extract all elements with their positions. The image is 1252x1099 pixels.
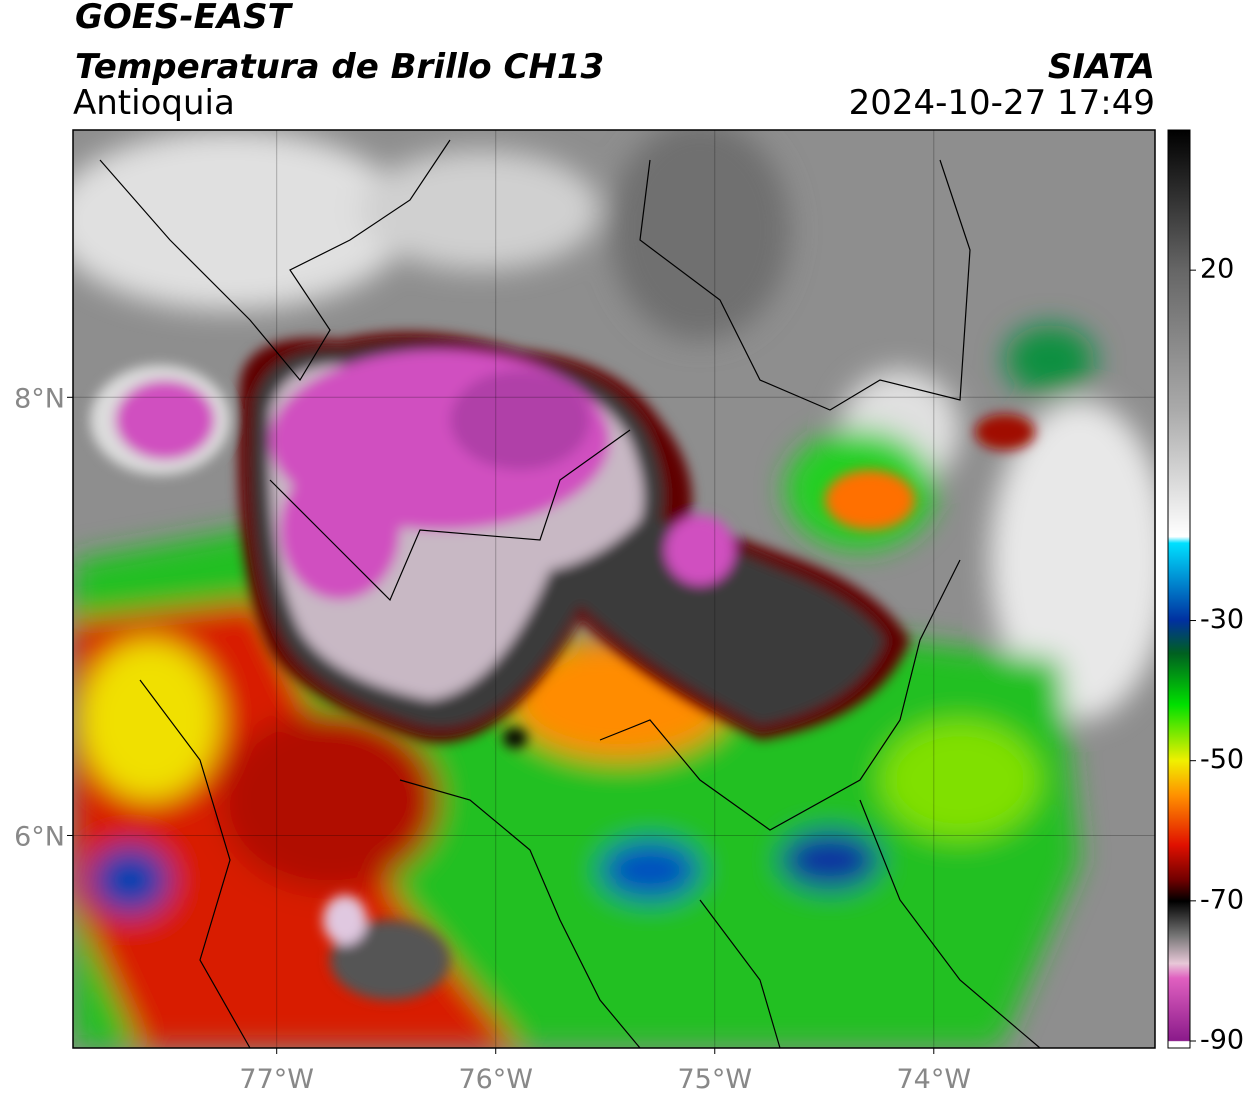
source: SIATA <box>1048 47 1155 87</box>
y-tick-label: 6°N <box>14 821 65 852</box>
colorbar-tick-label: -70 <box>1200 884 1244 915</box>
colorbar-tick-label: -90 <box>1200 1024 1244 1055</box>
subtitle: Temperatura de Brillo CH13 <box>75 47 604 87</box>
x-tick-label: 74°W <box>897 1064 972 1095</box>
datetime: 2024-10-27 17:49 <box>849 83 1155 123</box>
x-tick-label: 76°W <box>458 1064 533 1095</box>
x-tick-label: 75°W <box>677 1064 752 1095</box>
title: GOES-EAST <box>75 0 294 37</box>
satellite-image <box>73 130 1155 1048</box>
colorbar-tick-label: -50 <box>1200 744 1244 775</box>
map-frame <box>72 129 1156 1049</box>
colorbar-tick-label: 20 <box>1200 254 1234 285</box>
colorbar <box>1167 129 1191 1049</box>
x-tick-label: 77°W <box>239 1064 314 1095</box>
y-tick-label: 8°N <box>14 383 65 414</box>
region: Antioquia <box>73 83 235 123</box>
colorbar-tick-label: -30 <box>1200 604 1244 635</box>
